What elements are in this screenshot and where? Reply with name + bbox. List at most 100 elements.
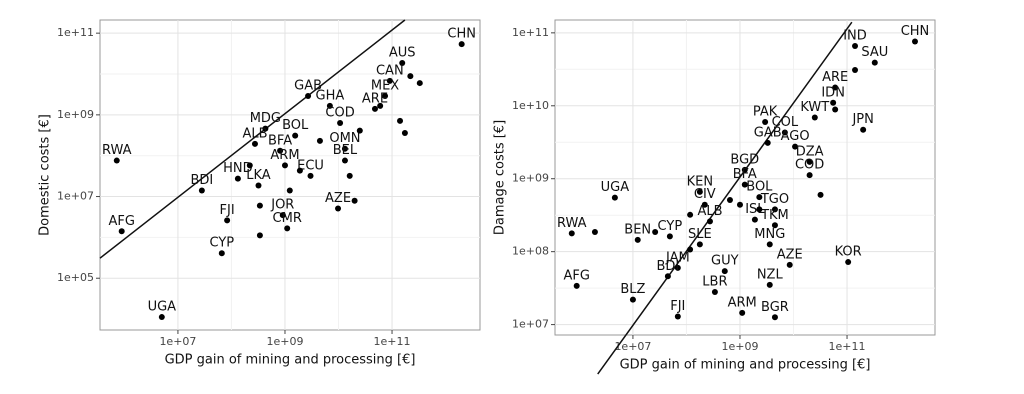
point-label: MNG [754,227,785,242]
point [845,259,852,266]
y-tick-label: 1e+07 [512,318,549,331]
point [251,140,258,147]
point-label: ARM [270,148,299,163]
point-label: PAK [753,104,778,119]
point [664,273,671,280]
point [830,99,837,106]
point [852,66,859,73]
point [377,102,384,109]
point-label: CHN [447,27,476,42]
point-label: ALB [697,204,722,219]
x-tick-label: 1e+11 [829,340,866,353]
point [762,118,769,125]
point [118,228,125,235]
point [416,80,423,87]
point [341,157,348,164]
point-label: TGO [760,192,789,207]
y-tick-label: 1e+09 [57,108,94,121]
point [284,225,291,232]
point-label: IND [843,29,867,44]
point-label: COL [772,115,799,130]
point [256,232,263,239]
point-label: JPN [851,112,873,127]
x-tick-label: 1e+07 [614,340,651,353]
point [706,218,713,225]
point [817,191,824,198]
point-label: FJI [220,203,235,218]
point-label: TKM [760,208,789,223]
x-axis-title: GDP gain of mining and processing [€] [620,358,871,373]
point-label: MDG [250,111,281,126]
point [736,201,743,208]
point-label: FJI [670,299,685,314]
point-label: CYP [658,219,683,234]
point-label: JAM [665,250,690,265]
point-label: ECU [297,158,324,173]
point [356,127,363,134]
point-label: CAN [376,63,404,78]
point-label: GAB [754,125,782,140]
point-label: AFG [108,214,134,229]
point-label: KWT [800,100,829,115]
point [634,236,641,243]
point [326,102,333,109]
point-label: ARM [728,295,757,310]
point [224,217,231,224]
y-tick-label: 1e+11 [57,26,94,39]
y-tick-label: 1e+05 [57,271,94,284]
point [335,205,342,212]
point [652,228,659,235]
point-label: BGD [730,152,759,167]
point [234,175,241,182]
point [771,206,778,213]
point [852,43,859,50]
point [832,84,839,91]
point-label: RWA [102,143,132,158]
point [307,172,314,179]
y-tick-label: 1e+07 [57,190,94,203]
point [246,162,253,169]
point [871,59,878,66]
point [277,147,284,154]
point [687,246,694,253]
point-label: DZA [796,144,824,159]
point [674,313,681,320]
point-label: GAB [294,78,322,93]
x-tick-label: 1e+07 [159,335,196,348]
point [407,73,414,80]
x-axis-title: GDP gain of mining and processing [€] [165,353,416,368]
point-label: AZE [325,191,351,206]
point [305,92,312,99]
point [611,194,618,201]
point [860,126,867,133]
point-label: ARE [362,91,388,106]
point [781,129,788,136]
point-label: COD [325,106,354,121]
point [296,167,303,174]
point [766,281,773,288]
y-tick-label: 1e+09 [512,172,549,185]
point [346,172,353,179]
point-label: BFA [733,167,757,182]
point [198,187,205,194]
point [281,162,288,169]
point [786,261,793,268]
reference-line [597,21,853,375]
point-label: SAU [861,45,888,60]
point-label: UGA [148,300,177,315]
point [401,129,408,136]
point-label: KOR [835,245,862,260]
y-tick-label: 1e+10 [512,99,549,112]
point-label: BDI [657,259,680,274]
point [341,145,348,152]
point [158,314,165,321]
point [255,182,262,189]
point [696,241,703,248]
point-label: CMR [273,211,302,226]
point [739,309,746,316]
point [337,120,344,127]
point-label: KEN [687,174,713,189]
point-label: BOL [746,180,773,195]
point [262,125,269,132]
point-label: MEX [371,78,399,93]
